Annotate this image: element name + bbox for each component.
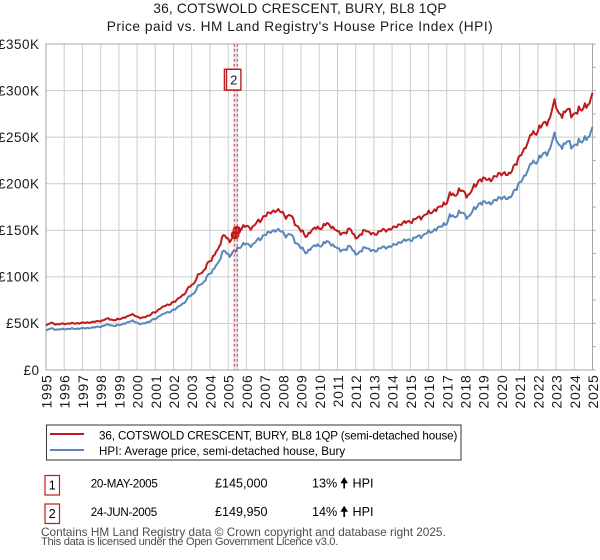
svg-text:2018: 2018 <box>458 375 474 409</box>
svg-text:2007: 2007 <box>257 375 273 409</box>
svg-text:2019: 2019 <box>476 375 492 409</box>
svg-text:£350K: £350K <box>0 37 40 52</box>
svg-text:£300K: £300K <box>0 83 40 98</box>
svg-text:2022: 2022 <box>530 375 546 409</box>
svg-text:£145,000: £145,000 <box>215 477 268 491</box>
svg-text:1999: 1999 <box>111 375 127 409</box>
svg-text:£149,950: £149,950 <box>215 505 268 519</box>
svg-text:2024: 2024 <box>567 375 583 409</box>
svg-text:2: 2 <box>49 507 56 521</box>
svg-text:2006: 2006 <box>239 375 255 409</box>
svg-text:2000: 2000 <box>130 375 146 409</box>
svg-text:24-JUN-2005: 24-JUN-2005 <box>91 506 157 519</box>
svg-text:20-MAY-2005: 20-MAY-2005 <box>91 478 158 491</box>
svg-text:2013: 2013 <box>366 375 382 409</box>
svg-text:£50K: £50K <box>6 316 40 331</box>
svg-text:2012: 2012 <box>348 375 364 409</box>
svg-text:2017: 2017 <box>439 375 455 409</box>
svg-text:£200K: £200K <box>0 177 40 192</box>
svg-text:£250K: £250K <box>0 130 40 145</box>
svg-text:2014: 2014 <box>385 375 401 409</box>
svg-text:2001: 2001 <box>148 375 164 409</box>
svg-text:2015: 2015 <box>403 375 419 409</box>
svg-text:1998: 1998 <box>93 375 109 409</box>
svg-text:1: 1 <box>49 479 56 493</box>
svg-text:2002: 2002 <box>166 375 182 409</box>
svg-text:36, COTSWOLD CRESCENT, BURY, B: 36, COTSWOLD CRESCENT, BURY, BL8 1QP <box>153 1 446 16</box>
svg-text:13%: 13% <box>312 477 337 491</box>
svg-text:1997: 1997 <box>75 375 91 409</box>
svg-text:2016: 2016 <box>421 375 437 409</box>
svg-text:1996: 1996 <box>57 375 73 409</box>
svg-text:2: 2 <box>230 73 237 88</box>
svg-text:£100K: £100K <box>0 270 40 285</box>
svg-text:36, COTSWOLD CRESCENT, BURY, B: 36, COTSWOLD CRESCENT, BURY, BL8 1QP (se… <box>99 429 457 442</box>
svg-text:2023: 2023 <box>549 375 565 409</box>
svg-text:2021: 2021 <box>512 375 528 409</box>
svg-text:HPI: Average price, semi-detac: HPI: Average price, semi-detached house,… <box>99 445 345 458</box>
svg-text:2020: 2020 <box>494 375 510 409</box>
svg-text:£150K: £150K <box>0 223 40 238</box>
svg-text:14%: 14% <box>312 505 337 519</box>
svg-text:2025: 2025 <box>585 375 600 409</box>
svg-text:2005: 2005 <box>221 375 237 409</box>
svg-text:2010: 2010 <box>312 375 328 409</box>
svg-text:This data is licensed under th: This data is licensed under the Open Gov… <box>41 536 338 548</box>
svg-text:HPI: HPI <box>353 505 374 519</box>
svg-text:2004: 2004 <box>202 375 218 409</box>
svg-text:2003: 2003 <box>184 375 200 409</box>
svg-text:Contains HM Land Registry data: Contains HM Land Registry data © Crown c… <box>41 525 446 539</box>
svg-text:HPI: HPI <box>353 477 374 491</box>
svg-text:2011: 2011 <box>330 375 346 408</box>
svg-text:2008: 2008 <box>275 375 291 409</box>
svg-text:Price paid vs. HM Land Registr: Price paid vs. HM Land Registry's House … <box>107 19 494 34</box>
svg-text:2009: 2009 <box>294 375 310 409</box>
svg-text:£0: £0 <box>23 363 39 378</box>
svg-text:1995: 1995 <box>39 375 55 409</box>
